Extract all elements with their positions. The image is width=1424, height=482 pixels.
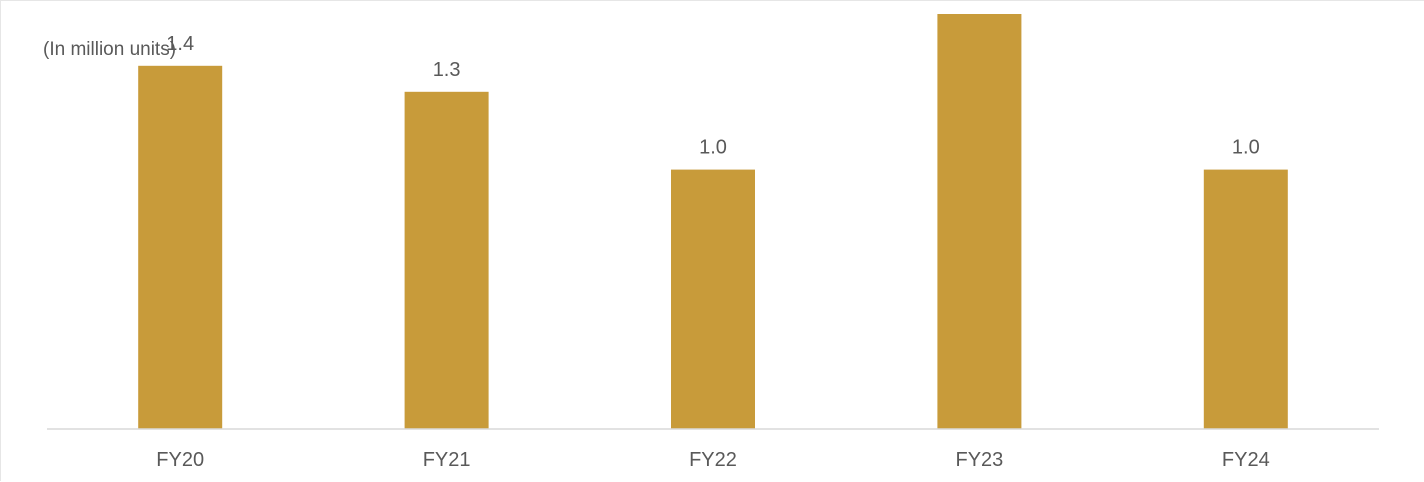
data-label-fy22: 1.0	[699, 137, 727, 159]
data-labels-layer: 1.4 1.3 1.0 1.6 1.0	[166, 1, 1259, 159]
bars-layer	[138, 14, 1288, 430]
bar-fy21	[404, 91, 489, 430]
bar-fy23	[937, 14, 1022, 429]
x-tick-label-fy24: FY24	[1222, 449, 1270, 471]
data-label-fy24: 1.0	[1232, 137, 1260, 159]
x-tick-label-fy23: FY23	[955, 449, 1003, 471]
x-axis-ticks: FY20 FY21 FY22 FY23 FY24	[156, 449, 1269, 471]
data-label-fy21: 1.3	[433, 59, 461, 81]
bar-fy20	[138, 65, 223, 430]
x-tick-label-fy22: FY22	[689, 449, 737, 471]
unit-label: (In million units)	[43, 39, 176, 60]
data-label-fy20: 1.4	[166, 33, 194, 55]
data-label-fy23: 1.6	[965, 1, 993, 3]
bar-fy24	[1203, 169, 1288, 429]
x-tick-label-fy20: FY20	[156, 449, 204, 471]
bar-fy22	[671, 169, 755, 429]
x-tick-label-fy21: FY21	[423, 449, 471, 471]
